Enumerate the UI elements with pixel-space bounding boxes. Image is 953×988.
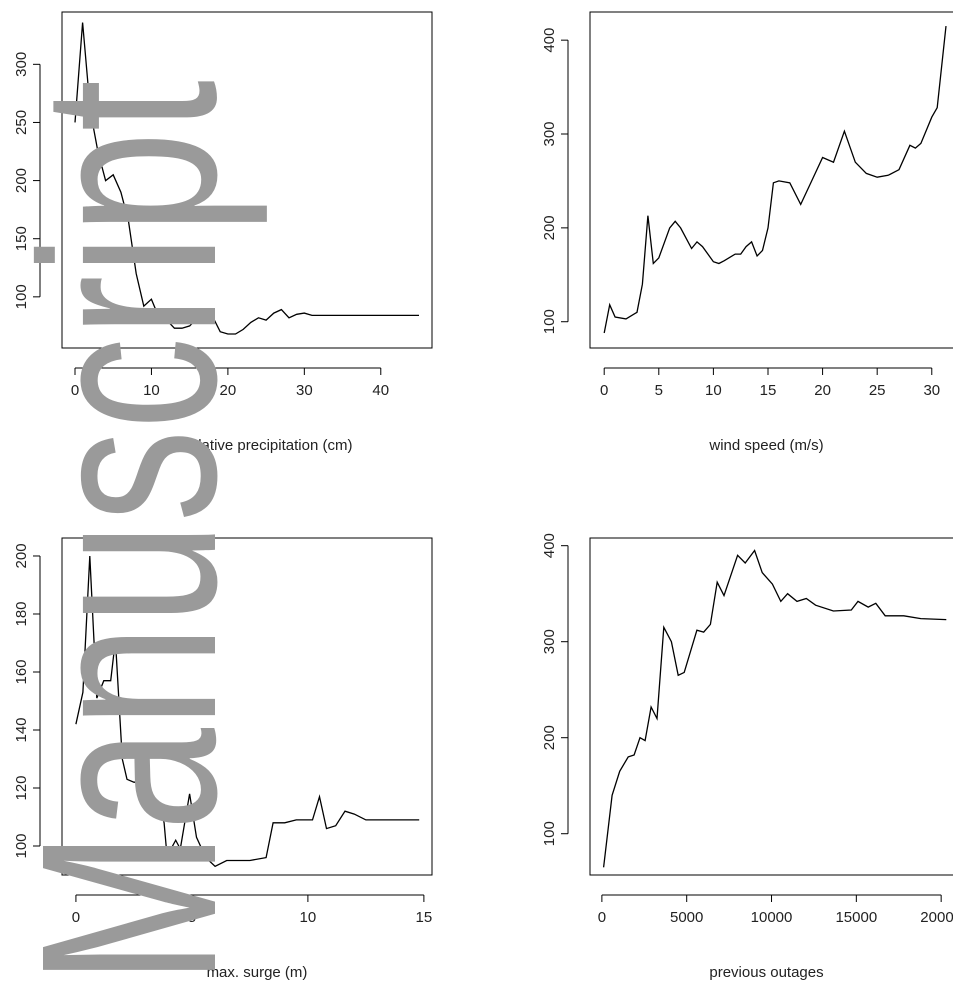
data-line [603, 26, 947, 334]
y-tick-label: 100 [13, 284, 30, 309]
x-tick-label: 25 [869, 382, 886, 399]
plot-box [61, 537, 433, 876]
y-tick-label: 200 [541, 215, 558, 240]
x-tick-label: 5000 [670, 909, 703, 926]
panel: 0 5 10 15 20 25 30 100 200 300 400 wind speed (m/s) [541, 11, 953, 454]
y-tick-label: 120 [13, 775, 30, 800]
x-tick-label: 15 [416, 909, 433, 926]
x-tick-label: 20000 [920, 909, 953, 926]
y-tick-label: 100 [541, 309, 558, 334]
x-tick-label: 0 [71, 382, 79, 399]
data-line [75, 555, 420, 868]
y-tick-label: 150 [13, 226, 30, 251]
data-line [602, 549, 947, 868]
y-tick-label: 200 [13, 543, 30, 568]
panel: 0 5 10 15 100 120 140 160 180 200 max. surge (m) [13, 537, 433, 981]
data-line [74, 22, 419, 335]
x-axis-label: previous outages [709, 964, 823, 981]
x-tick-label: 10 [300, 909, 317, 926]
x-axis-label: cumulative precipitation (cm) [162, 437, 353, 454]
x-tick-label: 15 [760, 382, 777, 399]
plot-box [589, 11, 953, 349]
x-tick-label: 20 [220, 382, 237, 399]
x-tick-label: 30 [923, 382, 940, 399]
y-tick-label: 180 [13, 601, 30, 626]
y-tick-label: 160 [13, 659, 30, 684]
x-tick-label: 0 [600, 382, 608, 399]
x-axis-label: max. surge (m) [207, 964, 308, 981]
x-tick-label: 10000 [751, 909, 793, 926]
y-tick-label: 100 [13, 833, 30, 858]
x-tick-label: 10 [143, 382, 160, 399]
plot-box [589, 537, 953, 876]
x-tick-label: 15000 [835, 909, 877, 926]
x-tick-label: 10 [705, 382, 722, 399]
x-tick-label: 0 [72, 909, 80, 926]
y-tick-label: 140 [13, 717, 30, 742]
y-tick-label: 400 [541, 533, 558, 558]
y-tick-label: 250 [13, 110, 30, 135]
y-tick-label: 200 [541, 725, 558, 750]
y-tick-label: 300 [13, 52, 30, 77]
x-axis-label: wind speed (m/s) [708, 437, 823, 454]
x-tick-label: 0 [598, 909, 606, 926]
plot-box [61, 11, 433, 349]
panel: 0 5000 10000 15000 20000 100 200 300 400 previous… [541, 533, 953, 981]
x-tick-label: 5 [188, 909, 196, 926]
x-tick-label: 30 [296, 382, 313, 399]
y-tick-label: 400 [541, 28, 558, 53]
x-tick-label: 20 [814, 382, 831, 399]
x-tick-label: 40 [372, 382, 389, 399]
y-tick-label: 300 [541, 121, 558, 146]
y-tick-label: 100 [541, 821, 558, 846]
y-tick-label: 200 [13, 168, 30, 193]
x-tick-label: 5 [655, 382, 663, 399]
panel: 0 10 20 30 40 100 150 200 250 300 cumulative preci… [13, 11, 433, 454]
y-tick-label: 300 [541, 629, 558, 654]
watermark: Manuscript [0, 80, 268, 985]
